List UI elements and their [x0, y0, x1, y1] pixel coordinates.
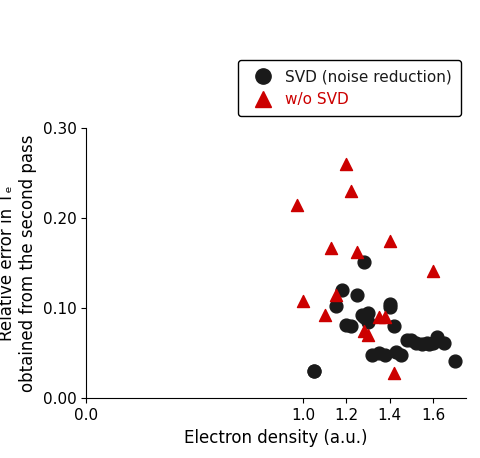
Point	[358, 311, 365, 318]
Legend: SVD (noise reduction), w/o SVD: SVD (noise reduction), w/o SVD	[238, 60, 461, 116]
Point	[364, 332, 372, 339]
Y-axis label: Relative error in Tₑ
obtained from the second pass: Relative error in Tₑ obtained from the s…	[0, 135, 37, 392]
Point	[425, 341, 432, 348]
Point	[369, 352, 376, 359]
Point	[353, 248, 361, 255]
Point	[338, 287, 346, 294]
Point	[382, 314, 389, 321]
Point	[375, 314, 383, 321]
Point	[390, 370, 398, 377]
Point	[343, 161, 350, 168]
Point	[310, 368, 318, 375]
X-axis label: Electron density (a.u.): Electron density (a.u.)	[184, 429, 368, 447]
Point	[327, 245, 335, 252]
Point	[375, 350, 383, 357]
Point	[393, 348, 400, 355]
Point	[293, 201, 300, 208]
Point	[386, 303, 394, 310]
Point	[364, 318, 372, 326]
Point	[419, 341, 426, 348]
Point	[423, 339, 431, 346]
Point	[403, 336, 411, 344]
Point	[310, 368, 318, 375]
Point	[360, 327, 368, 334]
Point	[360, 258, 368, 265]
Point	[386, 237, 394, 245]
Point	[364, 309, 372, 316]
Point	[347, 188, 355, 195]
Point	[353, 291, 361, 299]
Point	[332, 291, 339, 299]
Point	[390, 323, 398, 330]
Point	[332, 302, 339, 309]
Point	[433, 333, 441, 341]
Point	[347, 323, 355, 330]
Point	[429, 267, 437, 274]
Point	[343, 321, 350, 328]
Point	[397, 352, 405, 359]
Point	[386, 300, 394, 308]
Point	[382, 352, 389, 359]
Point	[440, 339, 448, 346]
Point	[412, 339, 420, 346]
Point	[321, 311, 329, 318]
Point	[360, 314, 368, 321]
Point	[429, 339, 437, 346]
Point	[451, 357, 458, 364]
Point	[299, 298, 307, 305]
Point	[408, 336, 415, 344]
